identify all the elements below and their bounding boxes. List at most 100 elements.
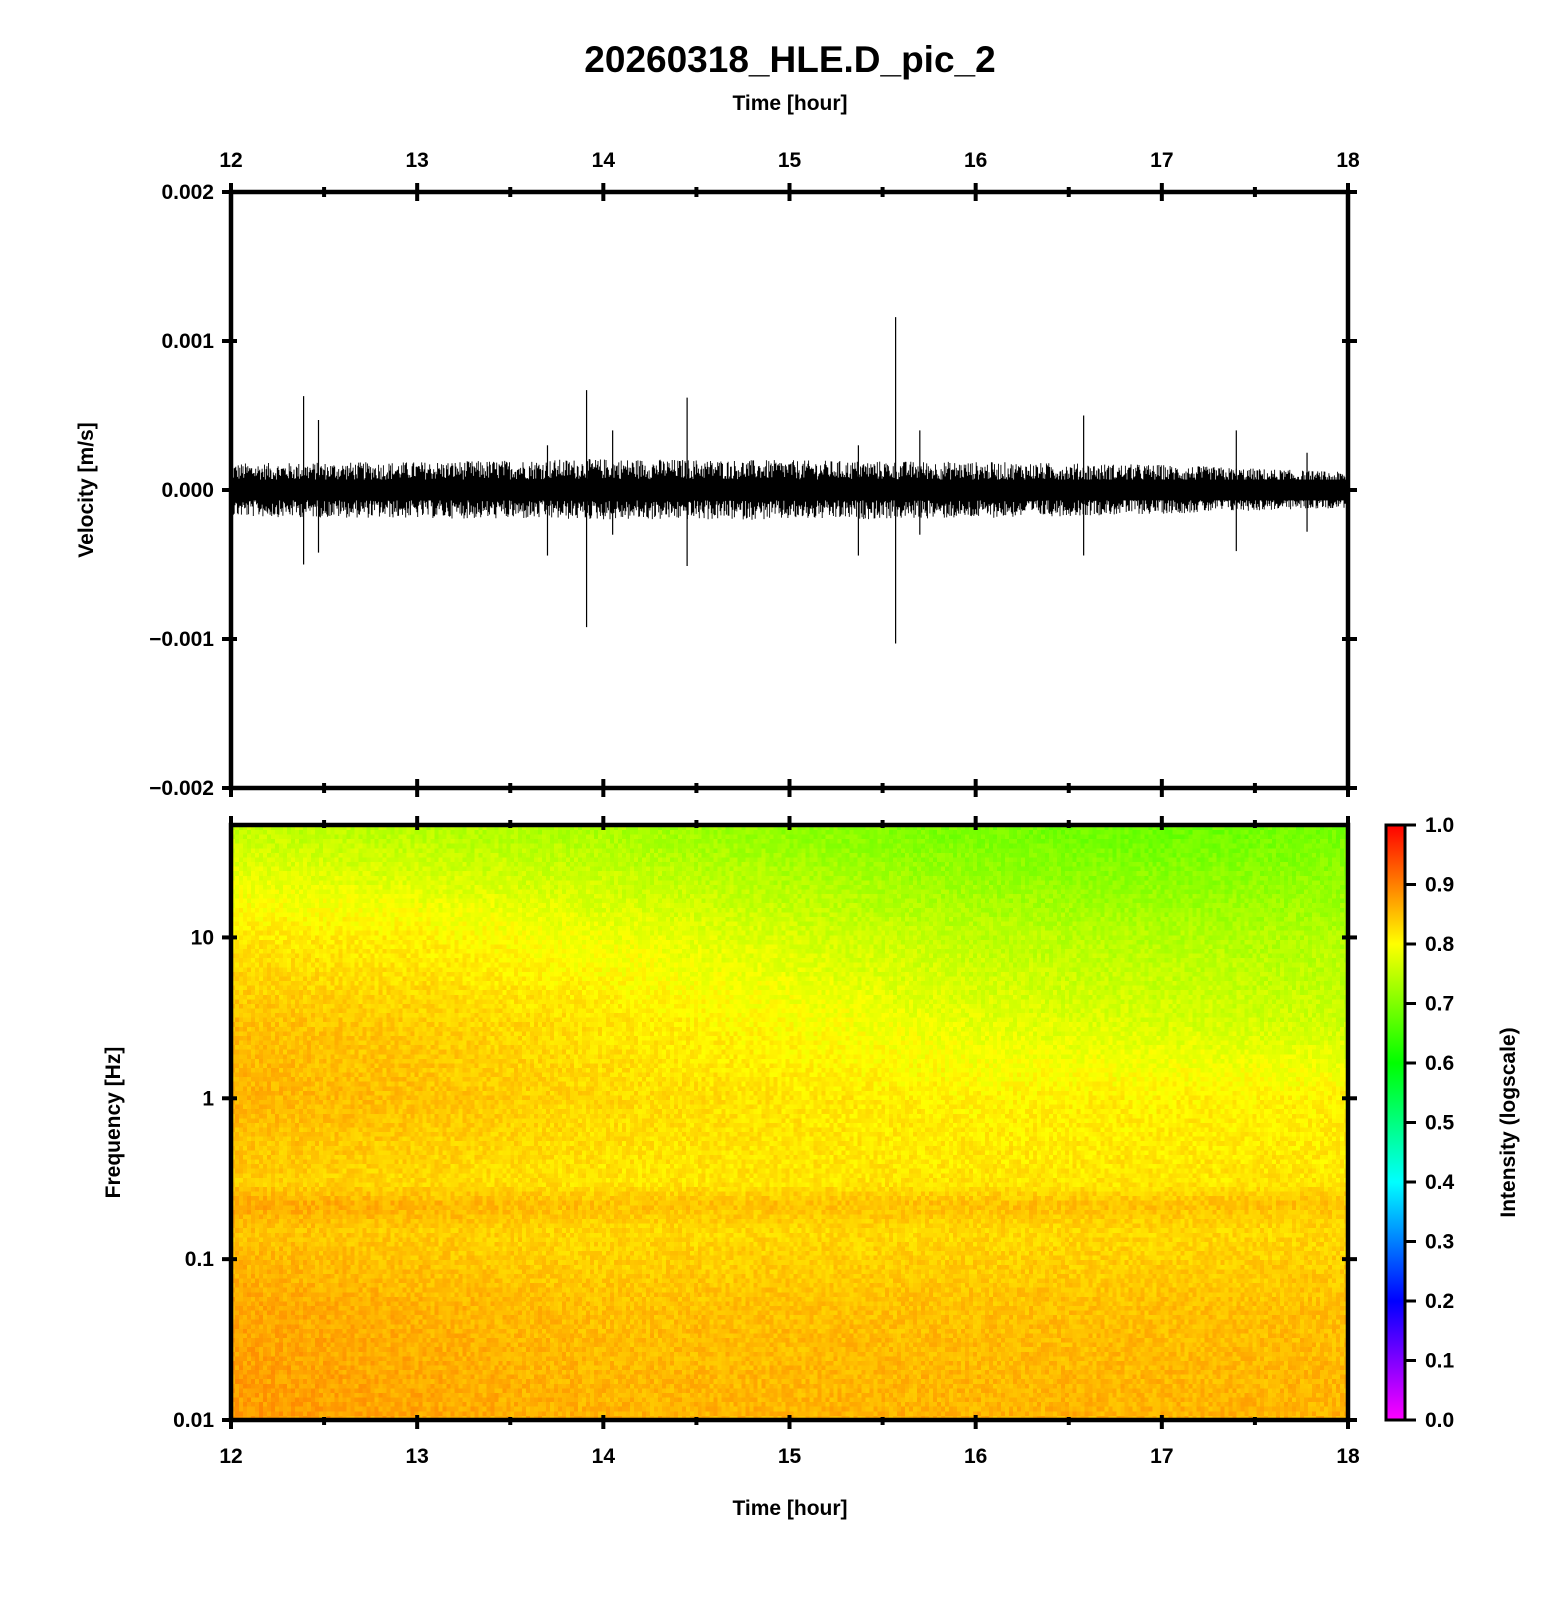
spectrogram-cell (1101, 1411, 1105, 1416)
spectrogram-cell (1200, 1406, 1204, 1411)
spectrogram-cell (538, 1402, 542, 1407)
spectrogram-cell (279, 1402, 283, 1407)
spectrogram-cell (1316, 1402, 1320, 1407)
spectrogram-cell (1256, 1393, 1260, 1398)
spectrogram-cell (291, 1402, 295, 1407)
spectrogram-cell (754, 1361, 758, 1366)
spectrogram-cell (1129, 1402, 1133, 1407)
spectrogram-cell (1029, 1406, 1033, 1411)
spectrogram-cell (582, 1374, 586, 1379)
spectrogram-cell (654, 1338, 658, 1343)
spectrogram-cell (474, 1347, 478, 1352)
spectrogram-cell (486, 1402, 490, 1407)
spectrogram-cell (283, 1347, 287, 1352)
spectrogram-cell (570, 1347, 574, 1352)
spectrogram-cell (510, 1338, 514, 1343)
spectrogram-cell (1149, 1406, 1153, 1411)
spectrogram-cell (746, 1351, 750, 1356)
spectrogram-cell (929, 1388, 933, 1393)
spectrogram-cell (953, 1356, 957, 1361)
spectrogram-cell (367, 1397, 371, 1402)
spectrogram-cell (682, 1365, 686, 1370)
spectrogram-cell (793, 1411, 797, 1416)
spectrogram-cell (259, 1388, 263, 1393)
spectrogram-cell (1009, 1342, 1013, 1347)
spectrogram-cell (554, 1370, 558, 1375)
spectrogram-cell (1332, 1388, 1336, 1393)
spectrogram-cell (363, 1379, 367, 1384)
spectrogram-cell (1001, 1397, 1005, 1402)
spectrogram-cell (809, 1356, 813, 1361)
spectrogram-cell (1304, 1356, 1308, 1361)
spectrogram-cell (1029, 1370, 1033, 1375)
spectrogram-cell (275, 1411, 279, 1416)
spectrogram-cell (1125, 1383, 1129, 1388)
spectrogram-cell (1033, 1365, 1037, 1370)
spectrogram-cell (522, 1347, 526, 1352)
spectrogram-cell (1041, 1351, 1045, 1356)
spectrogram-cell (913, 1342, 917, 1347)
spectrogram-cell (1013, 1383, 1017, 1388)
spectrogram-cell (387, 1397, 391, 1402)
spectrogram-cell (327, 1393, 331, 1398)
spectrogram-cell (1013, 1347, 1017, 1352)
spectrogram-cell (1252, 1402, 1256, 1407)
spectrogram-cell (1188, 1365, 1192, 1370)
spectrogram-cell (718, 1379, 722, 1384)
spectrogram-cell (1117, 1388, 1121, 1393)
spectrogram-cell (965, 1397, 969, 1402)
spectrogram-cell (462, 1365, 466, 1370)
spectrogram-cell (801, 1351, 805, 1356)
spectrogram-cell (1232, 1356, 1236, 1361)
spectrogram-cell (582, 1383, 586, 1388)
spectrogram-cell (809, 1365, 813, 1370)
spectrogram-cell (359, 1351, 363, 1356)
spectrogram-cell (873, 1351, 877, 1356)
spectrogram-cell (594, 1406, 598, 1411)
spectrogram-cell (534, 1365, 538, 1370)
spectrogram-cell (482, 1356, 486, 1361)
spectrogram-cell (1021, 1402, 1025, 1407)
spectrogram-cell (833, 1379, 837, 1384)
spectrogram-cell (985, 1402, 989, 1407)
spectrogram-cell (634, 1402, 638, 1407)
spectrogram-cell (391, 1393, 395, 1398)
spectrogram-cell (1296, 1393, 1300, 1398)
spectrogram-cell (638, 1356, 642, 1361)
spectrogram-cell (438, 1338, 442, 1343)
spectrogram-cell (307, 1338, 311, 1343)
spectrogram-cell (490, 1411, 494, 1416)
spectrogram-cell (758, 1374, 762, 1379)
spectrogram-cell (518, 1365, 522, 1370)
spectrogram-cell (546, 1365, 550, 1370)
spectrogram-cell (247, 1379, 251, 1384)
spectrogram-cell (419, 1406, 423, 1411)
spectrogram-cell (498, 1347, 502, 1352)
spectrogram-cell (698, 1374, 702, 1379)
spectrogram-cell (1332, 1379, 1336, 1384)
spectrogram-cell (973, 1379, 977, 1384)
spectrogram-cell (339, 1361, 343, 1366)
spectrogram-cell (546, 1397, 550, 1402)
spectrogram-cell (1065, 1402, 1069, 1407)
spectrogram-cell (315, 1397, 319, 1402)
spectrogram-cell (829, 1388, 833, 1393)
spectrogram-cell (654, 1347, 658, 1352)
spectrogram-cell (730, 1338, 734, 1343)
spectrogram-cell (1324, 1370, 1328, 1375)
spectrogram-cell (1308, 1342, 1312, 1347)
spectrogram-cell (762, 1411, 766, 1416)
spectrogram-cell (1164, 1393, 1168, 1398)
spectrogram-cell (594, 1338, 598, 1343)
spectrogram-cell (1017, 1365, 1021, 1370)
spectrogram-cell (1196, 1383, 1200, 1388)
spectrogram-cell (921, 1351, 925, 1356)
spectrogram-cell (1161, 1406, 1165, 1411)
spectrogram-cell (279, 1347, 283, 1352)
spectrogram-cell (1300, 1374, 1304, 1379)
spectrogram-cell (754, 1342, 758, 1347)
spectrogram-cell (534, 1383, 538, 1388)
spectrogram-cell (694, 1393, 698, 1398)
spectrogram-cell (738, 1351, 742, 1356)
spectrogram-cell (283, 1338, 287, 1343)
